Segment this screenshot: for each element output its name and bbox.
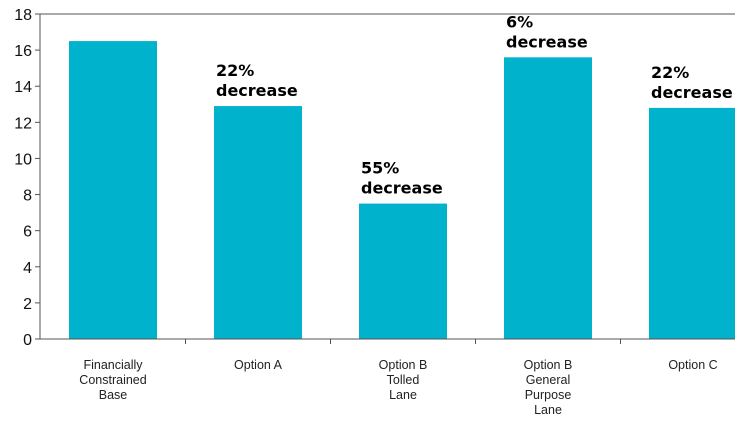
y-tick-label: 2 <box>23 296 32 313</box>
bar-annotation: 6% decrease <box>506 12 588 51</box>
x-tick-label-line: Lane <box>389 388 417 402</box>
x-tick-label: Option B General Purpose Lane <box>524 358 573 417</box>
x-tick-label-line: Lane <box>534 403 562 417</box>
bar-annotation-line: 55% <box>361 159 399 178</box>
bar-annotation: 22% decrease <box>216 61 298 100</box>
x-tick-label-line: Option B <box>524 358 573 372</box>
bar-annotation-line: 22% <box>651 63 689 82</box>
bars <box>69 41 735 339</box>
bar-annotation: 22% decrease <box>651 63 733 102</box>
x-tick-label: Option B Tolled Lane <box>379 358 428 402</box>
x-tick-label: Option C <box>668 358 717 372</box>
bar <box>504 57 592 339</box>
bar-annotation-line: decrease <box>361 179 443 198</box>
x-tick-label-line: Base <box>99 388 128 402</box>
x-tick-label-line: Constrained <box>79 373 146 387</box>
bar <box>359 203 447 339</box>
bar <box>649 107 735 339</box>
x-tick-label-line: Option C <box>668 358 717 372</box>
y-tick-label: 8 <box>23 188 32 205</box>
y-tick-label: 0 <box>23 332 32 349</box>
bar-annotation-line: 22% <box>216 61 254 80</box>
bar <box>69 41 157 339</box>
x-tick-label: Option A <box>234 358 283 372</box>
y-tick-label: 16 <box>14 43 32 60</box>
bar-annotation-line: 6% <box>506 12 533 31</box>
y-axis: 0 2 4 6 8 10 12 14 16 18 <box>14 7 735 349</box>
y-tick-label: 14 <box>14 79 32 96</box>
bar-annotation: 55% decrease <box>361 159 443 198</box>
x-tick-label-line: Option A <box>234 358 283 372</box>
y-tick-label: 4 <box>23 260 32 277</box>
y-tick-label: 10 <box>14 151 32 168</box>
y-tick-label: 6 <box>23 224 32 241</box>
x-tick-label-line: Purpose <box>525 388 572 402</box>
x-tick-label-line: Tolled <box>387 373 420 387</box>
x-tick-label-line: General <box>526 373 570 387</box>
bar-annotation-line: decrease <box>506 32 588 51</box>
bar-annotation-line: decrease <box>651 83 733 102</box>
bar-annotation-line: decrease <box>216 81 298 100</box>
y-tick-label: 18 <box>14 7 32 24</box>
x-tick-label-line: Financially <box>83 358 143 372</box>
x-tick-label-line: Option B <box>379 358 428 372</box>
x-axis: Financially Constrained Base Option A Option… <box>40 338 735 417</box>
bar <box>214 106 302 339</box>
x-tick-label: Financially Constrained Base <box>79 358 146 402</box>
y-tick-label: 12 <box>14 115 32 132</box>
